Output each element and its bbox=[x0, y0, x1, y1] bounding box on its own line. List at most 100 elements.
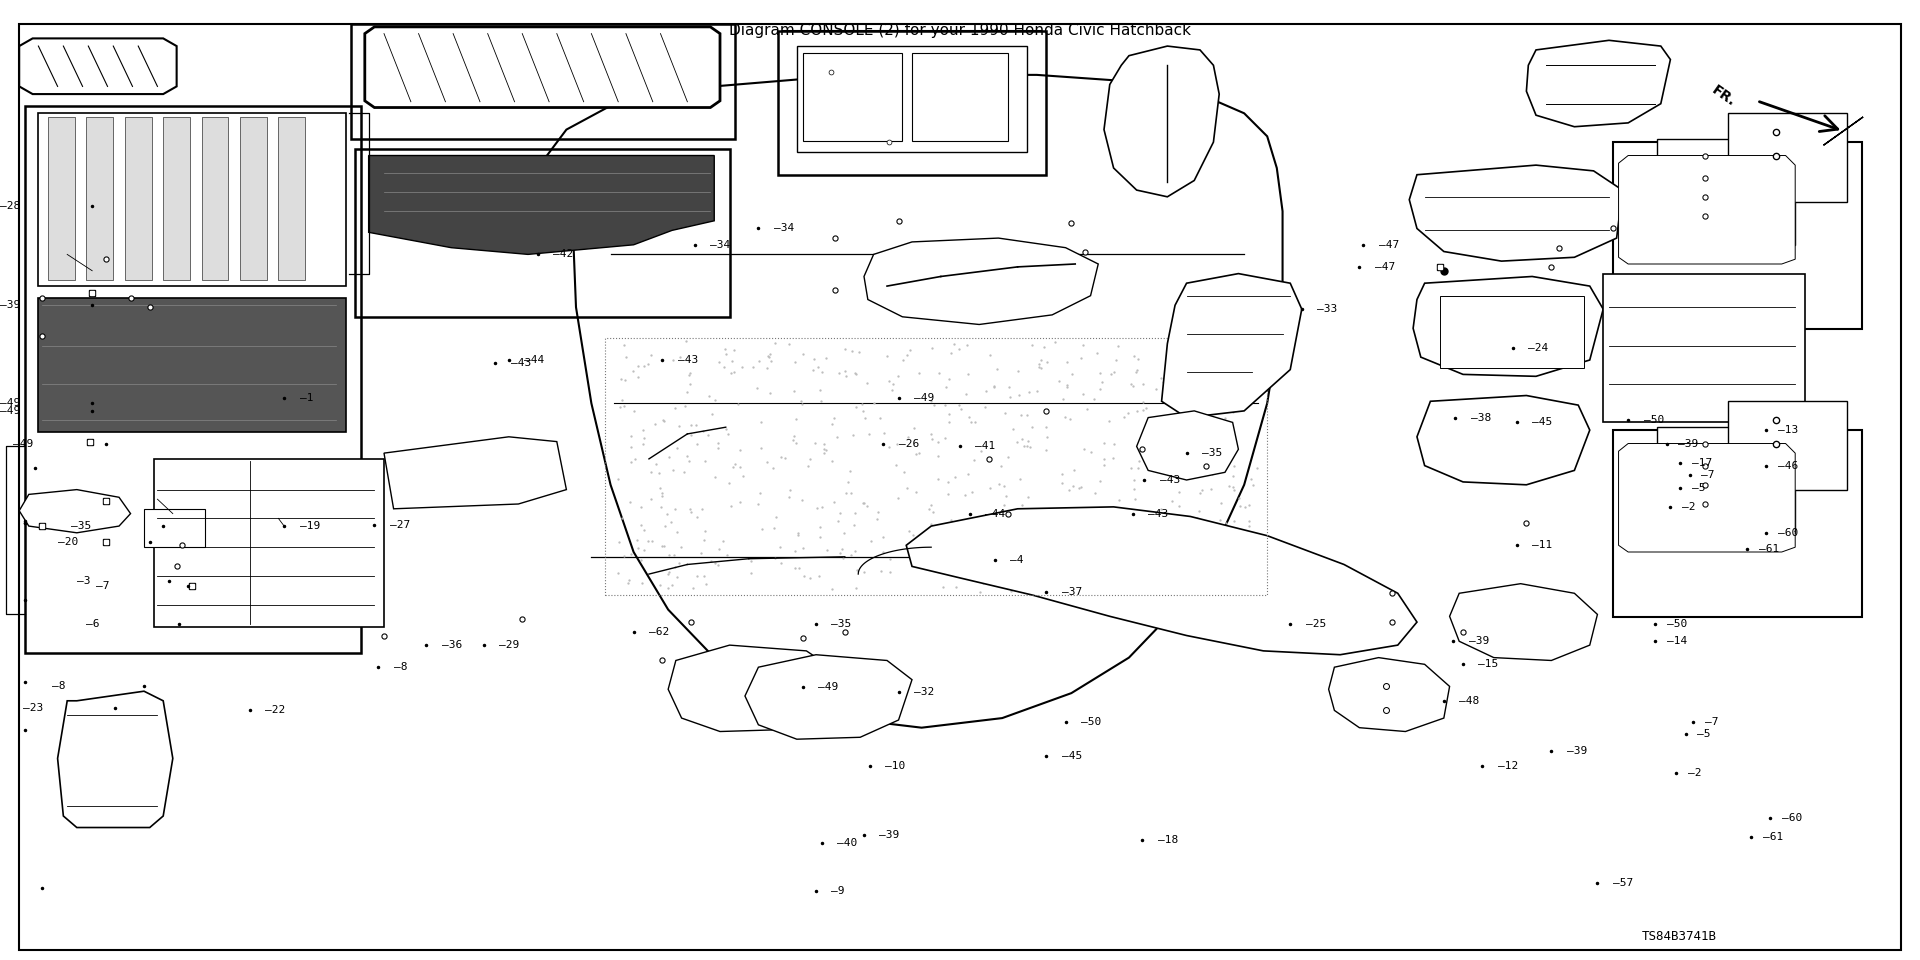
Point bbox=[780, 354, 810, 370]
Point bbox=[1046, 391, 1077, 406]
Point bbox=[647, 412, 678, 427]
Point bbox=[829, 526, 860, 541]
Text: —6: —6 bbox=[86, 619, 100, 629]
Point bbox=[651, 506, 682, 521]
Text: FR.: FR. bbox=[1709, 83, 1738, 109]
Point bbox=[632, 533, 662, 548]
Point bbox=[851, 375, 881, 391]
Polygon shape bbox=[1413, 276, 1603, 376]
Point bbox=[1129, 395, 1160, 410]
Point bbox=[993, 539, 1023, 554]
Bar bbox=[48, 117, 75, 280]
Point bbox=[808, 442, 839, 457]
Point bbox=[643, 466, 674, 481]
Point bbox=[760, 550, 791, 565]
Point bbox=[1213, 478, 1244, 493]
Point bbox=[1152, 385, 1183, 400]
Text: —2: —2 bbox=[1682, 502, 1695, 512]
Text: —7: —7 bbox=[1701, 470, 1715, 480]
Point bbox=[1008, 572, 1039, 588]
Point bbox=[839, 516, 870, 532]
Point bbox=[1204, 543, 1235, 559]
Point bbox=[1240, 565, 1271, 581]
Point bbox=[755, 347, 785, 362]
Point bbox=[1035, 558, 1066, 573]
Point bbox=[1217, 479, 1248, 494]
Text: —5: —5 bbox=[1697, 730, 1711, 739]
Point bbox=[1048, 546, 1079, 562]
Point bbox=[799, 363, 829, 378]
Point bbox=[636, 492, 666, 507]
Point bbox=[787, 396, 818, 412]
Point bbox=[607, 372, 637, 387]
Point bbox=[998, 578, 1029, 593]
Text: —35: —35 bbox=[831, 619, 852, 629]
Point bbox=[647, 485, 678, 500]
Point bbox=[780, 435, 810, 450]
Point bbox=[1181, 522, 1212, 538]
Point bbox=[710, 421, 741, 437]
Bar bbox=[605, 338, 1267, 595]
Point bbox=[1100, 352, 1131, 368]
Polygon shape bbox=[538, 75, 1283, 728]
Point bbox=[835, 547, 866, 563]
Point bbox=[958, 452, 989, 468]
Point bbox=[868, 544, 899, 560]
Point bbox=[1196, 467, 1227, 482]
Point bbox=[1192, 553, 1223, 568]
Point bbox=[1217, 482, 1248, 497]
Point bbox=[745, 486, 776, 501]
Point bbox=[710, 548, 741, 564]
Text: —40: —40 bbox=[837, 838, 858, 848]
Bar bbox=[202, 117, 228, 280]
Point bbox=[1204, 513, 1235, 528]
Point bbox=[630, 522, 660, 538]
Point bbox=[950, 488, 981, 503]
Bar bbox=[38, 113, 346, 286]
Text: —33: —33 bbox=[1317, 304, 1338, 314]
Point bbox=[979, 378, 1010, 394]
Point bbox=[689, 568, 720, 584]
Point bbox=[611, 372, 641, 387]
Point bbox=[1116, 461, 1146, 476]
Text: —60: —60 bbox=[1778, 528, 1799, 538]
Point bbox=[1104, 492, 1135, 508]
Point bbox=[1043, 528, 1073, 543]
Point bbox=[636, 348, 666, 363]
Point bbox=[958, 538, 989, 553]
Point bbox=[1039, 334, 1069, 349]
Point bbox=[1006, 507, 1037, 522]
Point bbox=[787, 540, 818, 556]
Bar bbox=[912, 53, 1008, 141]
Point bbox=[710, 347, 741, 362]
Point bbox=[1219, 459, 1250, 474]
Point bbox=[718, 364, 749, 379]
Point bbox=[837, 427, 868, 443]
Point bbox=[676, 427, 707, 443]
Text: —49: —49 bbox=[13, 439, 35, 448]
Text: —4: —4 bbox=[1010, 555, 1023, 564]
Text: —7: —7 bbox=[1705, 717, 1718, 727]
Point bbox=[747, 521, 778, 537]
Polygon shape bbox=[1104, 46, 1219, 197]
Point bbox=[1068, 338, 1098, 353]
Point bbox=[993, 449, 1023, 465]
Point bbox=[668, 464, 699, 479]
Point bbox=[964, 585, 995, 600]
Point bbox=[1068, 442, 1098, 457]
Polygon shape bbox=[1329, 658, 1450, 732]
Point bbox=[874, 439, 904, 454]
Point bbox=[1119, 472, 1150, 488]
Point bbox=[806, 364, 837, 379]
Point bbox=[1210, 516, 1240, 531]
Bar bbox=[1657, 427, 1795, 533]
Polygon shape bbox=[19, 38, 177, 94]
Bar bbox=[355, 149, 730, 317]
Point bbox=[975, 530, 1006, 545]
Point bbox=[1154, 425, 1185, 441]
Point bbox=[1154, 379, 1185, 395]
Text: —15: —15 bbox=[1478, 660, 1500, 669]
Point bbox=[1108, 511, 1139, 526]
Point bbox=[1210, 451, 1240, 467]
Point bbox=[659, 501, 689, 516]
